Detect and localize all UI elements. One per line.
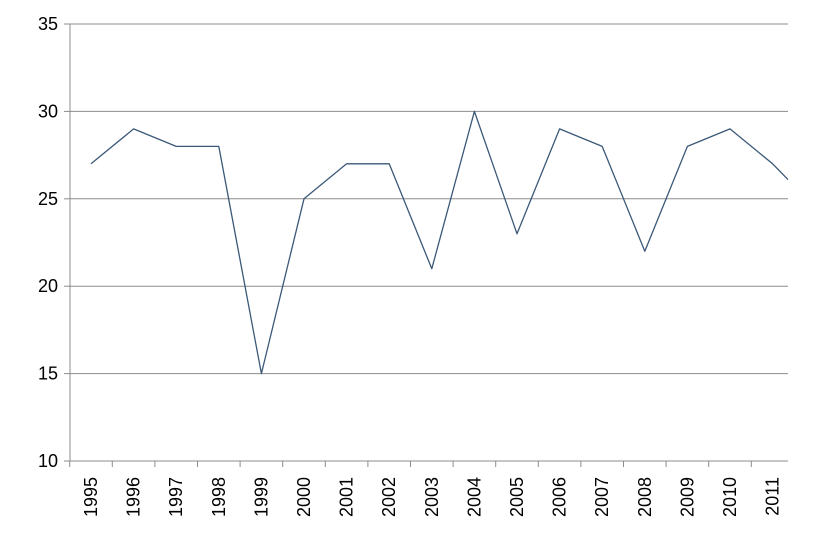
x-tick-label: 2009 xyxy=(677,477,697,517)
x-tick-label: 1995 xyxy=(81,477,101,517)
y-tick-label: 35 xyxy=(38,14,58,34)
x-tick-label: 2008 xyxy=(635,477,655,517)
x-tick-label: 2002 xyxy=(379,477,399,517)
x-tick-label: 2000 xyxy=(294,477,314,517)
y-tick-label: 30 xyxy=(38,101,58,121)
x-axis-ticks: 1995 1996 1997 1998 1999 2000 2001 2002 2003 2004… xyxy=(69,461,783,517)
x-tick-label: 2003 xyxy=(422,477,442,517)
y-tick-label: 15 xyxy=(38,364,58,384)
y-tick-label: 25 xyxy=(38,189,58,209)
x-tick-label: 2005 xyxy=(507,477,527,517)
axes xyxy=(69,24,788,462)
x-tick-label: 2011 xyxy=(763,477,783,516)
y-axis-ticks: 10 15 20 25 30 35 xyxy=(38,14,70,471)
x-tick-label: 1997 xyxy=(166,477,186,517)
gridlines xyxy=(70,23,788,375)
x-tick-label: 2010 xyxy=(720,477,740,517)
x-tick-label: 2006 xyxy=(550,477,570,517)
x-tick-label: 2004 xyxy=(464,477,484,517)
x-tick-label: 1998 xyxy=(209,477,229,517)
series-line xyxy=(90,110,789,375)
y-tick-label: 10 xyxy=(38,451,58,471)
x-tick-label: 2001 xyxy=(337,477,357,517)
x-tick-label: 1996 xyxy=(124,477,144,517)
x-tick-label: 1999 xyxy=(251,477,271,517)
y-tick-label: 20 xyxy=(38,276,58,296)
x-tick-label: 2007 xyxy=(592,477,612,517)
series xyxy=(90,110,789,375)
